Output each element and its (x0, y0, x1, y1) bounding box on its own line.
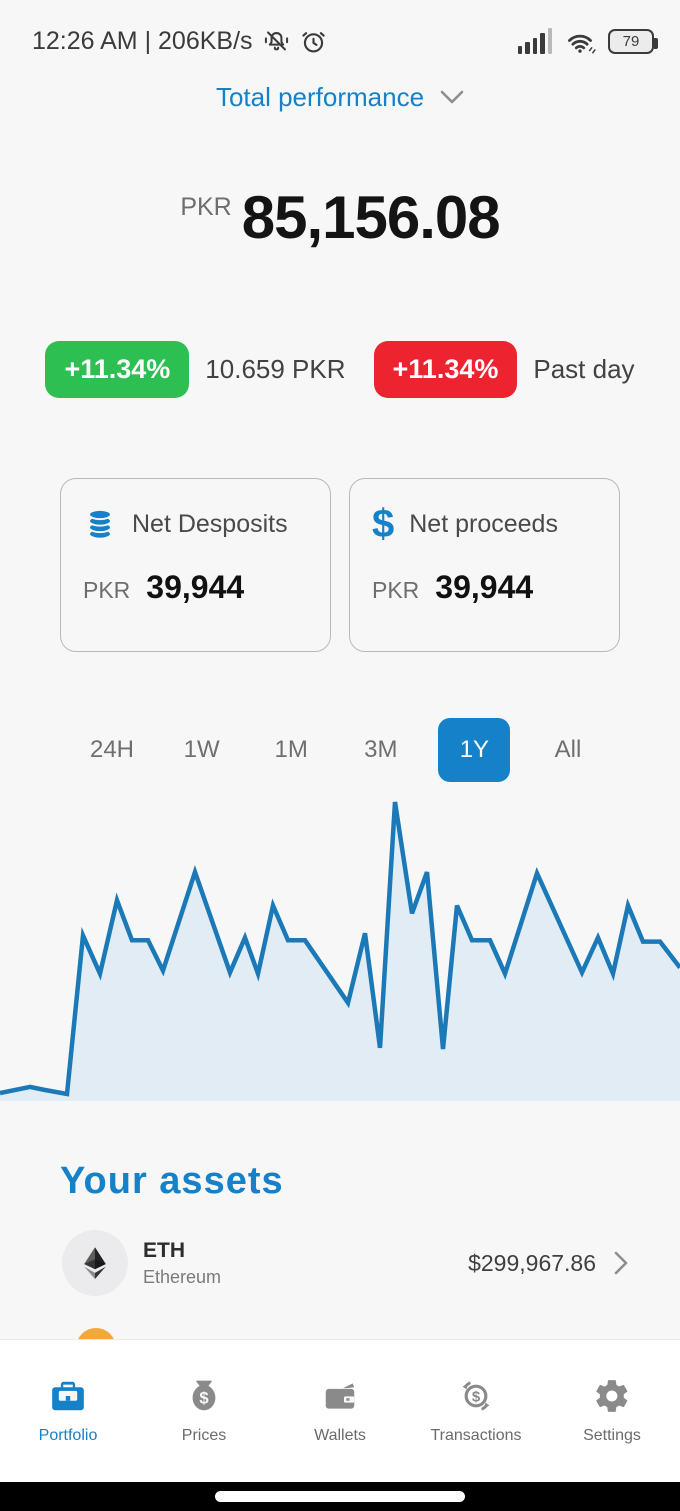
gain-value: 10.659 PKR (205, 354, 346, 384)
nav-item-portfolio[interactable]: Portfolio (0, 1340, 136, 1482)
dollar-icon: $ (372, 502, 395, 546)
status-time-speed: 12:26 AM | 206KB/s (32, 26, 253, 55)
range-tab-3m[interactable]: 3M (364, 736, 398, 763)
gain-percent-badge: +11.34% (45, 341, 190, 398)
nav-label-wallets: Wallets (314, 1427, 366, 1444)
battery-icon: 79 (608, 28, 658, 54)
range-tabs: 24H 1W 1M 3M 1Y All (80, 718, 600, 782)
svg-text:$: $ (199, 1388, 208, 1407)
home-indicator[interactable] (215, 1491, 465, 1502)
net-deposits-value: 39,944 (146, 569, 245, 605)
nav-label-settings: Settings (583, 1427, 641, 1444)
balance-amount: 85,156.08 (241, 184, 501, 251)
day-percent-badge: +11.34% (373, 341, 518, 398)
net-deposits-card[interactable]: Net Desposits PKR 39,944 (60, 478, 331, 652)
chevron-down-icon (440, 90, 464, 105)
assets-section-title: Your assets (60, 1160, 284, 1202)
performance-selector-label: Total performance (215, 82, 425, 112)
performance-row: +11.34% 10.659 PKR +11.34% Past day (0, 341, 680, 398)
status-bar: 12:26 AM | 206KB/s (32, 22, 658, 60)
vibrate-off-icon (263, 28, 290, 55)
performance-chart[interactable] (0, 795, 680, 1101)
chevron-right-icon (614, 1251, 628, 1275)
net-proceeds-title: Net proceeds (409, 509, 558, 538)
wallet-icon (321, 1377, 359, 1415)
svg-text:$: $ (472, 1389, 481, 1406)
range-tab-1y[interactable]: 1Y (438, 718, 511, 782)
chart-line (0, 801, 680, 1097)
asset-name: Ethereum (143, 1266, 222, 1287)
nav-item-transactions[interactable]: $ Transactions (408, 1340, 544, 1482)
nav-item-settings[interactable]: Settings (544, 1340, 680, 1482)
net-proceeds-card[interactable]: $ Net proceeds PKR 39,944 (349, 478, 620, 652)
total-balance: PKR 85,156.08 (0, 183, 680, 252)
nav-label-portfolio: Portfolio (38, 1427, 98, 1444)
signal-icon (517, 28, 552, 54)
avatar (62, 1230, 128, 1296)
nav-item-prices[interactable]: $ Prices (136, 1340, 272, 1482)
coins-icon (83, 507, 117, 541)
net-proceeds-value: 39,944 (435, 569, 534, 605)
balance-currency: PKR (180, 193, 232, 221)
stat-cards: Net Desposits PKR 39,944 $ Net proceeds … (60, 478, 620, 652)
bottom-nav: Portfolio $ Prices Wallets (0, 1339, 680, 1482)
ethereum-icon (77, 1245, 113, 1281)
nav-label-transactions: Transactions (430, 1427, 522, 1444)
net-deposits-title: Net Desposits (132, 509, 288, 538)
performance-chart-svg (0, 801, 680, 1101)
asset-value: $299,967.86 (468, 1249, 596, 1276)
battery-level: 79 (622, 32, 640, 50)
performance-selector[interactable]: Total performance (0, 82, 680, 113)
net-deposits-currency: PKR (83, 577, 131, 603)
nav-label-prices: Prices (181, 1427, 227, 1444)
net-proceeds-currency: PKR (372, 577, 420, 603)
chart-area-fill (0, 802, 680, 1101)
nav-item-wallets[interactable]: Wallets (272, 1340, 408, 1482)
briefcase-icon (48, 1377, 88, 1415)
gear-icon (593, 1377, 631, 1415)
range-tab-1w[interactable]: 1W (183, 736, 220, 763)
money-bag-icon: $ (185, 1377, 223, 1415)
range-tab-24h[interactable]: 24H (89, 736, 135, 763)
range-tab-all[interactable]: All (554, 736, 582, 763)
gesture-bar (0, 1482, 680, 1511)
wifi-icon (564, 28, 596, 55)
day-label: Past day (533, 354, 635, 384)
asset-row-eth[interactable]: ETH Ethereum $299,967.86 (62, 1230, 628, 1296)
coin-swap-icon: $ (457, 1377, 495, 1415)
alarm-icon (300, 28, 327, 55)
asset-symbol: ETH (143, 1238, 185, 1262)
range-tab-1m[interactable]: 1M (274, 736, 308, 763)
